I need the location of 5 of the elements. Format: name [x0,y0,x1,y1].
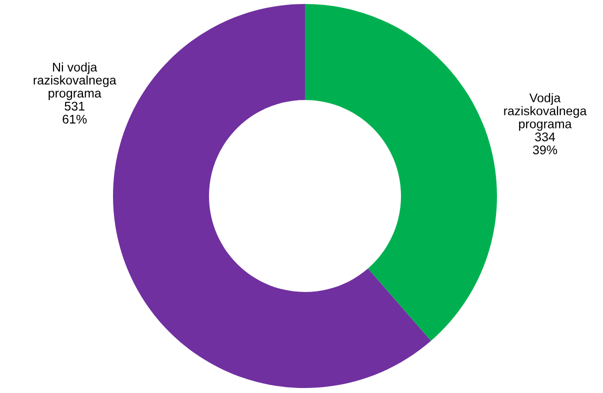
data-label: 334 39% [532,132,558,154]
donut-slice [305,4,497,341]
data-label: 531 61% [62,102,87,124]
slice-label: Vodja raziskovalnega programa [504,93,587,131]
slice-label: Ni vodja raziskovalnega programa [34,62,116,100]
